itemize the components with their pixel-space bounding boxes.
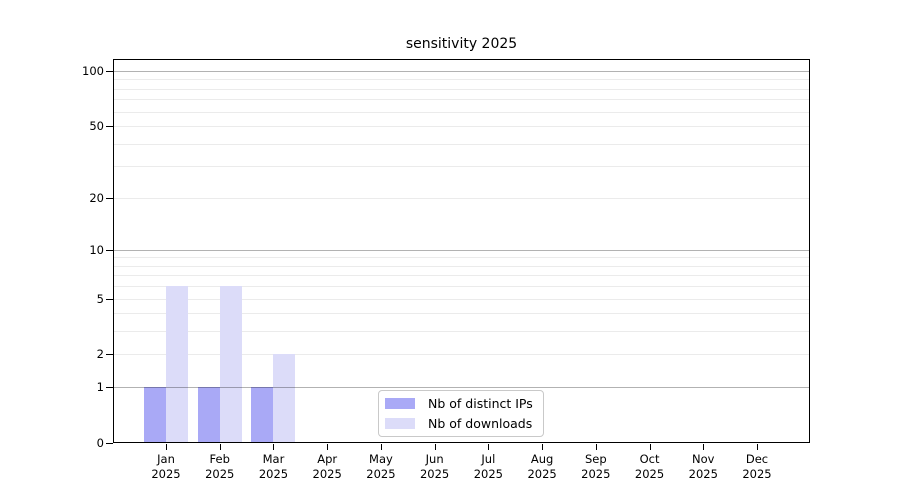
y-tick-label-1: 1 bbox=[96, 380, 104, 395]
x-label-year: 2025 bbox=[581, 467, 611, 481]
gridline-minor-2 bbox=[114, 354, 809, 356]
x-tick-mar bbox=[273, 444, 275, 450]
y-tick-50 bbox=[106, 125, 113, 127]
y-tick-label-10: 10 bbox=[89, 242, 104, 257]
gridline-minor-5 bbox=[114, 298, 809, 300]
x-tick-label-oct: Oct 2025 bbox=[620, 452, 680, 482]
gridline-major-1 bbox=[114, 387, 809, 389]
x-tick-label-jul: Jul 2025 bbox=[458, 452, 518, 482]
bar-nb-of-downloads-mar bbox=[273, 354, 296, 442]
x-tick-may bbox=[380, 444, 382, 450]
x-label-year: 2025 bbox=[688, 467, 718, 481]
x-label-month: Jul bbox=[481, 452, 496, 466]
x-label-year: 2025 bbox=[258, 467, 289, 481]
chart-title: sensitivity 2025 bbox=[405, 36, 518, 52]
x-label-month: Oct bbox=[639, 452, 660, 466]
x-tick-label-feb: Feb 2025 bbox=[190, 452, 250, 482]
x-label-month: Jan bbox=[157, 452, 175, 466]
gridline-minor-4 bbox=[114, 313, 809, 315]
gridline-major-100 bbox=[114, 70, 809, 72]
x-tick-nov bbox=[703, 444, 705, 450]
x-label-month: May bbox=[369, 452, 393, 466]
legend-label-distinct-ips: Nb of distinct IPs bbox=[428, 396, 533, 411]
gridline-minor-3 bbox=[114, 331, 809, 333]
x-label-year: 2025 bbox=[419, 467, 450, 481]
y-tick-label-100: 100 bbox=[82, 63, 104, 78]
y-tick-5 bbox=[106, 298, 113, 300]
y-tick-label-50: 50 bbox=[89, 118, 104, 133]
x-label-month: Mar bbox=[262, 452, 285, 466]
x-label-year: 2025 bbox=[742, 467, 772, 481]
x-tick-oct bbox=[649, 444, 651, 450]
y-tick-0 bbox=[106, 443, 113, 444]
bar-nb-of-distinct-ips-feb bbox=[197, 387, 220, 442]
legend-item-distinct-ips: Nb of distinct IPs bbox=[385, 395, 537, 412]
x-tick-feb bbox=[219, 444, 221, 450]
gridline-minor-40 bbox=[114, 143, 809, 145]
x-label-month: Aug bbox=[530, 452, 554, 466]
x-tick-label-jan: Jan 2025 bbox=[136, 452, 196, 482]
x-tick-aug bbox=[542, 444, 544, 450]
y-tick-100 bbox=[106, 70, 113, 72]
bar-nb-of-distinct-ips-jan bbox=[144, 387, 166, 442]
x-label-month: Jun bbox=[425, 452, 444, 466]
x-label-year: 2025 bbox=[151, 467, 181, 481]
legend-item-downloads: Nb of downloads bbox=[385, 415, 537, 432]
x-label-year: 2025 bbox=[473, 467, 503, 481]
y-tick-label-20: 20 bbox=[89, 190, 104, 205]
gridline-minor-7 bbox=[114, 275, 809, 277]
x-label-year: 2025 bbox=[205, 467, 235, 481]
gridline-minor-80 bbox=[114, 88, 809, 90]
x-tick-label-dec: Dec 2025 bbox=[727, 452, 787, 482]
x-label-year: 2025 bbox=[634, 467, 665, 481]
y-tick-label-2: 2 bbox=[96, 347, 104, 362]
x-tick-apr bbox=[327, 444, 329, 450]
gridline-minor-90 bbox=[114, 79, 809, 81]
legend-swatch-downloads bbox=[385, 418, 415, 429]
gridline-minor-50 bbox=[114, 125, 809, 127]
gridline-minor-8 bbox=[114, 265, 809, 267]
y-tick-10 bbox=[106, 249, 113, 251]
x-label-year: 2025 bbox=[366, 467, 396, 481]
y-tick-label-0: 0 bbox=[96, 436, 104, 450]
x-label-month: Apr bbox=[317, 452, 338, 466]
gridline-minor-70 bbox=[114, 99, 809, 101]
x-tick-label-jun: Jun 2025 bbox=[405, 452, 465, 482]
x-tick-label-sep: Sep 2025 bbox=[566, 452, 626, 482]
gridline-minor-20 bbox=[114, 197, 809, 199]
x-tick-label-mar: Mar 2025 bbox=[243, 452, 303, 482]
y-tick-label-5: 5 bbox=[96, 291, 104, 306]
legend: Nb of distinct IPs Nb of downloads bbox=[378, 390, 544, 437]
y-tick-1 bbox=[106, 387, 113, 389]
x-tick-jan bbox=[166, 444, 167, 450]
bar-nb-of-distinct-ips-mar bbox=[251, 387, 274, 442]
bar-nb-of-downloads-feb bbox=[219, 286, 242, 442]
gridline-minor-60 bbox=[114, 111, 809, 113]
x-label-year: 2025 bbox=[527, 467, 557, 481]
legend-swatch-distinct-ips bbox=[385, 398, 415, 409]
x-label-month: Sep bbox=[584, 452, 607, 466]
x-tick-dec bbox=[757, 444, 758, 450]
plot-area bbox=[113, 59, 810, 443]
y-tick-20 bbox=[106, 197, 113, 199]
gridline-minor-30 bbox=[114, 166, 809, 168]
x-label-month: Dec bbox=[745, 452, 769, 466]
x-tick-label-may: May 2025 bbox=[351, 452, 411, 482]
bar-nb-of-downloads-jan bbox=[166, 286, 188, 442]
x-label-month: Nov bbox=[692, 452, 715, 466]
x-tick-label-aug: Aug 2025 bbox=[512, 452, 572, 482]
legend-label-downloads: Nb of downloads bbox=[428, 416, 533, 431]
y-tick-2 bbox=[106, 354, 113, 356]
x-tick-label-nov: Nov 2025 bbox=[673, 452, 733, 482]
x-label-month: Feb bbox=[209, 452, 230, 466]
gridline-major-10 bbox=[114, 249, 809, 251]
x-tick-jun bbox=[434, 444, 436, 450]
gridline-minor-9 bbox=[114, 257, 809, 259]
x-tick-label-apr: Apr 2025 bbox=[297, 452, 357, 482]
x-tick-sep bbox=[595, 444, 597, 450]
x-label-year: 2025 bbox=[312, 467, 342, 481]
gridline-minor-6 bbox=[114, 286, 809, 288]
x-tick-jul bbox=[488, 444, 490, 450]
